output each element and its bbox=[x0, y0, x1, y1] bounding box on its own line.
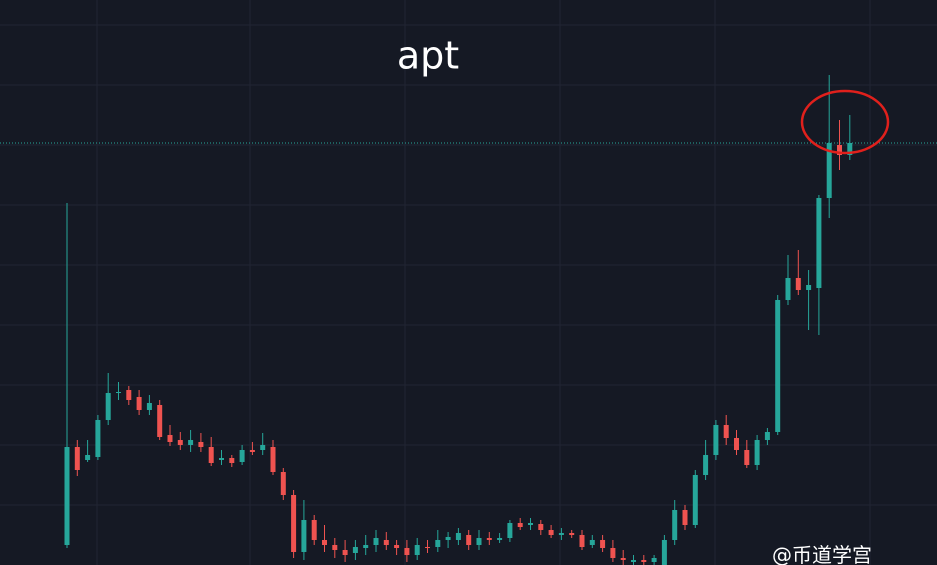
candle-body bbox=[661, 540, 667, 565]
candle-body bbox=[167, 435, 173, 442]
candle-body bbox=[734, 438, 739, 450]
candle-body bbox=[806, 285, 812, 290]
candle-body bbox=[435, 540, 441, 547]
candle-body bbox=[682, 510, 688, 525]
candle-body bbox=[579, 535, 585, 547]
candle-body bbox=[85, 455, 91, 460]
candle-body bbox=[600, 540, 606, 548]
candle-body bbox=[126, 390, 132, 400]
candle-body bbox=[219, 458, 224, 460]
candle-body bbox=[136, 397, 142, 410]
candle-body bbox=[764, 432, 770, 440]
candle-body bbox=[445, 537, 451, 540]
candle-body bbox=[455, 533, 461, 540]
candle-body bbox=[280, 472, 286, 495]
candle-body bbox=[744, 450, 750, 465]
candle-body bbox=[558, 533, 564, 535]
highlight-circle bbox=[800, 89, 890, 155]
candle-body bbox=[476, 538, 482, 545]
candle-body bbox=[631, 560, 636, 562]
candle-body bbox=[352, 547, 358, 553]
candle-body bbox=[116, 392, 121, 393]
candle-body bbox=[64, 447, 70, 545]
candle-body bbox=[249, 450, 255, 452]
candle-body bbox=[74, 447, 80, 470]
candle-body bbox=[569, 533, 575, 535]
candle-body bbox=[198, 442, 204, 447]
candle-body bbox=[311, 520, 317, 540]
candle-body bbox=[548, 530, 554, 535]
candle-body bbox=[672, 510, 678, 540]
candle-body bbox=[260, 445, 266, 450]
candle-body bbox=[775, 300, 781, 432]
candle-body bbox=[383, 540, 389, 545]
candle-body bbox=[507, 523, 513, 538]
candle-body bbox=[414, 545, 420, 555]
candle-body bbox=[754, 440, 760, 465]
candle-body bbox=[497, 538, 503, 540]
candle-body bbox=[146, 403, 152, 410]
candle-body bbox=[837, 145, 842, 155]
candle-body bbox=[157, 405, 163, 437]
candle-body bbox=[641, 560, 647, 562]
candle-body bbox=[703, 455, 709, 475]
candle-body bbox=[528, 523, 533, 525]
candle-body bbox=[517, 523, 523, 527]
candle-body bbox=[404, 548, 410, 555]
candle-body bbox=[363, 545, 369, 548]
candle-body bbox=[651, 558, 657, 562]
candle-body bbox=[486, 538, 492, 540]
candle-body bbox=[291, 495, 297, 552]
candle-body bbox=[538, 524, 544, 530]
candle-body bbox=[188, 440, 194, 445]
candle-body bbox=[239, 450, 245, 462]
watermark: @币道学宫 bbox=[772, 543, 872, 565]
candle-body bbox=[723, 425, 729, 438]
candle-body bbox=[177, 440, 183, 445]
candle-body bbox=[394, 545, 400, 548]
candle-body bbox=[208, 447, 214, 463]
candle-body bbox=[301, 520, 307, 552]
candle-body bbox=[229, 458, 235, 463]
candle-body bbox=[105, 393, 111, 420]
candle-body bbox=[466, 535, 472, 545]
candle-body bbox=[270, 447, 276, 472]
candle-body bbox=[620, 558, 626, 560]
candle-body bbox=[610, 548, 616, 558]
candle-body bbox=[795, 278, 801, 290]
candle-body bbox=[589, 540, 595, 545]
candle-body bbox=[373, 538, 379, 545]
candle-body bbox=[692, 475, 698, 525]
candle-body bbox=[425, 547, 430, 548]
candle-body bbox=[713, 425, 719, 455]
chart-title: apt bbox=[397, 34, 459, 78]
candle-body bbox=[95, 420, 101, 457]
candle-body bbox=[847, 143, 853, 155]
candle-body bbox=[826, 143, 832, 198]
candle-body bbox=[816, 198, 822, 288]
candle-body bbox=[322, 540, 327, 545]
candle-body bbox=[342, 550, 348, 555]
candle-body bbox=[332, 545, 338, 550]
candle-body bbox=[785, 278, 791, 300]
